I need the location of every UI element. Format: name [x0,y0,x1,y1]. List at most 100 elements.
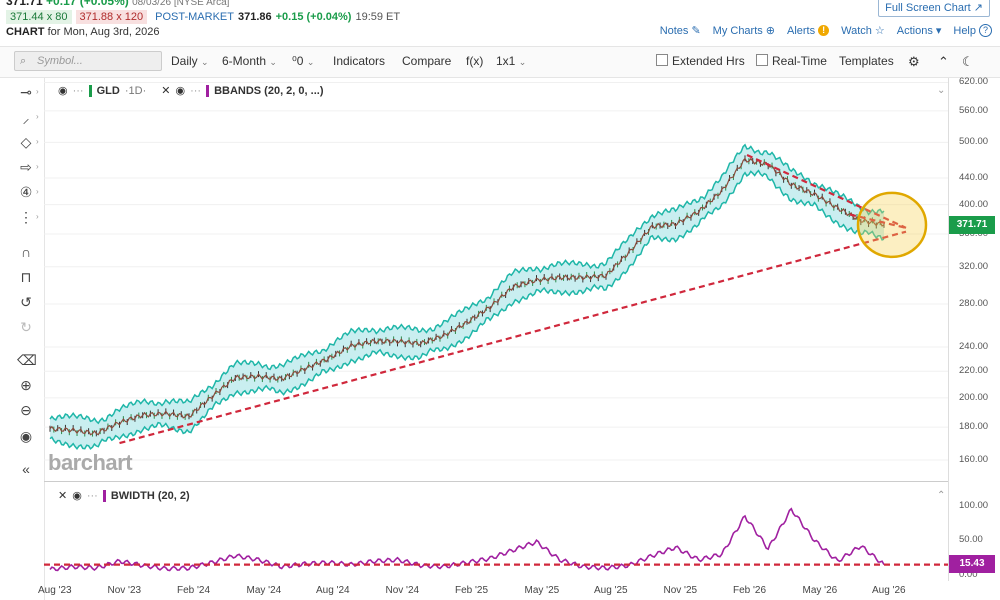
chart-date-line: CHART for Mon, Aug 3rd, 2026 [6,26,159,38]
x-tick-label: Aug '23 [38,585,72,596]
dark-mode-icon[interactable]: ☾ [962,54,974,69]
range-select[interactable]: 6-Month ⌄ [222,54,277,68]
more-icon[interactable]: ··· [190,84,202,97]
bwidth-chart[interactable]: ⌃ [44,486,948,581]
extended-hrs-checkbox[interactable]: Extended Hrs [656,54,745,68]
collapse-sidebar-icon[interactable]: « [22,461,30,477]
x-tick-label: Aug '26 [872,585,906,596]
layout-select[interactable]: 1x1 ⌄ [496,54,526,68]
y-tick-label: 220.00 [959,365,989,377]
edit-icon: ✎ [691,25,701,37]
x-tick-label: Nov '23 [107,585,142,596]
y-tick-label: 440.00 [959,172,989,184]
my-charts-link[interactable]: My Charts ⊕ [713,24,775,38]
x-tick-label: Feb '25 [455,585,489,596]
last-price: 371.71 [6,0,43,8]
crosshair-tool-icon[interactable]: ⊸ [20,84,32,100]
indicators-button[interactable]: Indicators [333,54,386,68]
alerts-link[interactable]: Alerts! [787,24,830,37]
bollinger-lower-band [49,169,885,451]
more-icon[interactable]: ··· [86,489,98,502]
close-icon[interactable]: ✕ [161,85,171,97]
real-time-checkbox[interactable]: Real-Time [756,54,827,68]
unlock-icon[interactable]: ⊓ [20,269,32,285]
eye-icon[interactable]: ◉ [175,85,186,97]
measure-tool-icon[interactable]: ⋮ [19,209,33,225]
chevron-right-icon[interactable]: › [36,162,39,171]
price-chart[interactable]: ⌄ [44,78,948,478]
gear-icon[interactable]: ⚙ [908,54,920,69]
range-label: 6-Month [222,54,267,68]
legend-indicator: BWIDTH (20, 2) [110,489,190,502]
chevron-right-icon[interactable]: › [36,187,39,196]
chevron-right-icon[interactable]: › [36,87,39,96]
arrow-tool-icon[interactable]: ⇨ [20,159,32,175]
collapse-up-icon[interactable]: ⌃ [938,54,949,69]
bwidth-tick-label: 100.00 [959,499,989,511]
x-tick-label: Nov '25 [663,585,698,596]
eye-icon[interactable]: ◉ [58,85,68,97]
y-tick-label: 620.00 [959,76,989,88]
more-icon[interactable]: ··· [72,84,84,97]
bollinger-upper-band [49,143,885,425]
alerts-label: Alerts [787,24,816,37]
y-tick-label: 200.00 [959,391,989,403]
plus-circle-icon: ⊕ [765,25,775,37]
y-tick-label: 280.00 [959,298,989,310]
watch-link[interactable]: Watch ☆ [841,24,885,38]
notes-label: Notes [659,24,689,37]
price-candles [49,155,885,437]
number-tool-icon[interactable]: ④ [19,184,33,200]
function-button[interactable]: f(x) [466,54,484,68]
close-icon[interactable]: ✕ [58,490,68,502]
real-time-label: Real-Time [772,54,827,68]
interval-select[interactable]: Daily ⌄ [171,54,209,68]
x-tick-label: Feb '26 [733,585,767,596]
magnet-icon[interactable]: ∩ [20,244,32,260]
x-tick-label: Nov '24 [385,585,420,596]
actions-menu[interactable]: Actions ▾ [897,24,942,38]
checkbox-icon [756,54,768,66]
redo-icon[interactable]: ↻ [20,319,32,335]
chevron-right-icon[interactable]: › [36,137,39,146]
undo-icon[interactable]: ↺ [20,294,32,310]
collapse-pane-icon: ⌄ [937,85,945,96]
bollinger-middle-band [49,157,885,436]
eye-icon[interactable]: ◉ [19,428,33,444]
time-axis[interactable]: Aug '23 Nov '23 Feb '24 May '24 Aug '24 Nov '… [38,583,948,600]
eye-icon[interactable]: ◉ [72,490,82,502]
price-axis[interactable]: 620.00560.00500.00440.00400.00360.00320.… [948,76,1000,581]
chevron-right-icon[interactable]: › [36,112,39,121]
zoom-out-icon[interactable]: ⊖ [20,402,32,418]
help-link[interactable]: Help? [953,24,992,37]
chevron-right-icon[interactable]: › [36,212,39,221]
post-market-time: 19:59 ET [355,11,401,23]
collapse-pane-icon: ⌃ [937,490,945,501]
chevron-down-icon: ⌄ [201,57,209,67]
x-tick-label: Aug '25 [594,585,628,596]
y-tick-label: 500.00 [959,136,989,148]
trash-icon[interactable]: ⌫ [17,352,37,368]
panel-divider[interactable] [44,481,948,482]
extended-hrs-label: Extended Hrs [672,54,745,68]
draw-tools-select[interactable]: ⁰0 ⌄ [292,54,314,68]
checkbox-icon [656,54,668,66]
y-tick-label: 180.00 [959,421,989,433]
legend-symbol: GLD [96,84,120,97]
search-icon: ⌕ [20,55,27,67]
compare-button[interactable]: Compare [402,54,452,68]
full-screen-chart-button[interactable]: Full Screen Chart ↗ [878,0,990,17]
top-links: Notes ✎ My Charts ⊕ Alerts! Watch ☆ Actions… [660,24,992,37]
zoom-in-icon[interactable]: ⊕ [20,377,32,393]
notes-link[interactable]: Notes ✎ [659,24,701,38]
symbol-search-input[interactable]: ⌕ Symbol... [14,51,162,71]
ask-box: 371.88 x 120 [75,10,148,24]
shapes-tool-icon[interactable]: ◇ [20,134,32,150]
post-market-change: +0.15 (+0.04%) [275,11,352,23]
templates-button[interactable]: Templates [839,54,894,68]
caret-down-icon: ▾ [935,25,942,37]
bwidth-tick-label: 50.00 [959,534,983,546]
star-icon: ☆ [874,25,885,37]
trendline-tool-icon[interactable]: ⸝ [22,110,30,126]
indicator-legend: ✕ ◉ ··· BWIDTH (20, 2) [58,489,190,502]
